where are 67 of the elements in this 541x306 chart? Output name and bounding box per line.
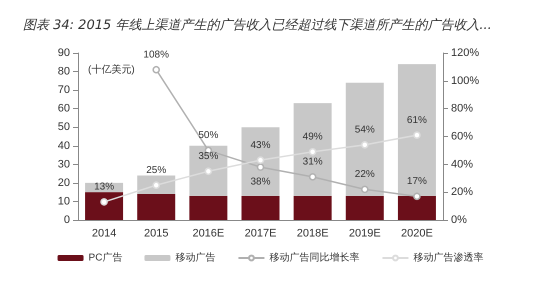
y2-tick-label: 120% [451,47,480,59]
point [361,141,369,149]
data-label: 13% [94,182,114,193]
x-tick-label: 2016E [192,228,224,240]
point [361,186,369,194]
bar [189,146,228,196]
data-label: 49% [302,132,323,143]
y2-tick-label: 80% [451,102,474,115]
bar [398,196,436,220]
y-tick-label: 60 [58,102,70,115]
bar [189,196,228,220]
data-label: 31% [302,156,323,168]
y2-tick-label: 20% [451,186,474,198]
bar [242,127,280,196]
data-label: 17% [406,176,428,188]
x-tick-label: 2017E [244,228,276,240]
point [204,168,212,176]
data-label: 25% [146,164,166,176]
x-tick-label: 2014 [92,228,116,240]
point [256,163,264,171]
bar [242,196,280,220]
y-tick-label: 50 [58,121,70,134]
y2-tick-label: 100% [451,74,480,87]
y-tick-label: 70 [58,84,70,96]
data-label: 35% [198,151,218,162]
y2-tick-label: 0% [451,214,468,226]
legend-label: 移动广告渗透率 [413,252,484,264]
y-tick-label: 0 [64,214,70,226]
data-label: 108% [143,49,170,60]
y2-tick-label: 40% [451,158,474,170]
data-label: 61% [406,114,428,126]
point [413,131,421,139]
bar [346,82,384,196]
data-label: 38% [250,176,271,188]
data-label: 54% [354,124,375,136]
y2-tick-label: 60% [451,130,474,142]
y-tick-label: 20 [58,176,70,189]
point [308,173,316,181]
data-label: 50% [198,130,218,142]
bar [294,196,332,220]
point [152,181,160,189]
data-label: 43% [250,140,271,151]
y-axis-title: (十亿美元) [88,64,135,76]
legend-label: PC广告 [88,252,122,264]
data-label: 22% [354,169,375,180]
bar [294,103,332,196]
bar [398,64,436,196]
bar [137,194,176,220]
point [100,198,108,206]
y-tick-label: 40 [58,140,70,152]
legend-label: 移动广告 [175,252,216,264]
bar [85,192,124,220]
point [413,192,421,200]
y-tick-label: 90 [58,47,70,59]
chart-title: 图表 34: 2015 年线上渠道产生的广告收入已经超过线下渠道所产生的广告收入... [23,18,492,33]
x-tick-label: 2015 [144,228,168,240]
point [152,66,160,74]
legend-label: 移动广告同比增长率 [269,252,360,264]
x-tick-label: 2019E [348,228,381,240]
bar [346,196,384,220]
point [308,148,316,156]
y-tick-label: 30 [58,158,70,170]
x-tick-label: 2020E [401,228,433,240]
point [256,156,264,164]
y-tick-label: 80 [58,66,70,78]
x-tick-label: 2018E [296,228,329,240]
y-tick-label: 10 [58,195,70,208]
